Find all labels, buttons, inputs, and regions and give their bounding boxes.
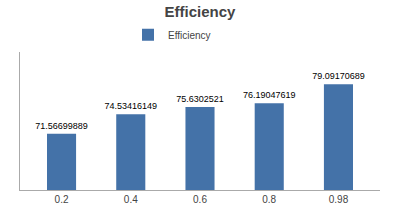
svg-text:71.56699889: 71.56699889: [35, 121, 88, 131]
svg-text:79.09170689: 79.09170689: [312, 71, 365, 81]
svg-text:0.6: 0.6: [193, 194, 207, 205]
svg-text:0.8: 0.8: [262, 194, 276, 205]
svg-text:0.98: 0.98: [329, 194, 349, 205]
svg-text:75.6302521: 75.6302521: [176, 94, 224, 104]
svg-text:0.2: 0.2: [55, 194, 69, 205]
svg-text:76.19047619: 76.19047619: [243, 90, 296, 100]
svg-text:Efficiency: Efficiency: [168, 30, 211, 41]
svg-text:0.4: 0.4: [124, 194, 138, 205]
svg-text:Efficiency: Efficiency: [165, 3, 237, 20]
svg-text:74.53416149: 74.53416149: [104, 101, 157, 111]
